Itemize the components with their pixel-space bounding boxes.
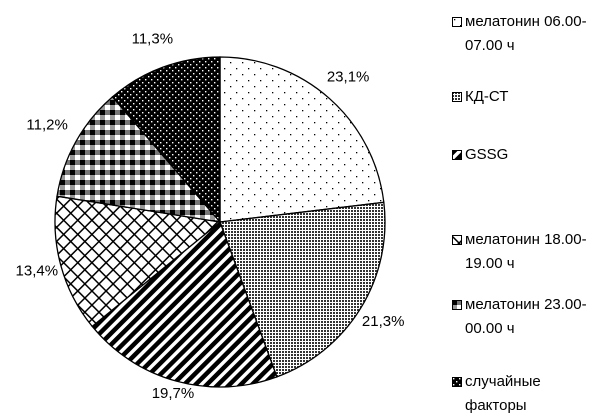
legend-swatch-fill: [452, 92, 462, 102]
data-label: 11,3%: [132, 30, 173, 47]
pie-slice: [56, 95, 222, 223]
legend-label: GSSG: [465, 146, 509, 163]
pie-slice: [219, 56, 385, 223]
legend-item: КД-СТ: [452, 85, 590, 109]
pie-slice: [111, 56, 221, 224]
legend-label: случайные факторы: [465, 373, 541, 414]
legend-swatch-fill: [452, 235, 462, 245]
legend-swatch-fill: [452, 377, 462, 387]
legend-item: случайные факторы: [452, 370, 590, 415]
data-label: 21,3%: [362, 313, 405, 330]
pie-slice: [91, 220, 278, 388]
data-label: 19,7%: [152, 385, 195, 402]
legend-item: GSSG: [452, 143, 590, 167]
data-label: 11,2%: [26, 116, 67, 133]
legend-swatch-fill: [452, 300, 462, 310]
legend-item: мелатонин 23.00-00.00 ч: [452, 293, 590, 341]
legend-swatch: [452, 300, 462, 310]
legend-swatch: [452, 235, 462, 245]
legend-label: КД-СТ: [465, 88, 509, 105]
legend-item: мелатонин 18.00-19.00 ч: [452, 228, 590, 276]
legend-swatch-fill: [452, 150, 462, 160]
legend-swatch: [452, 17, 462, 27]
legend-swatch-fill: [452, 17, 462, 27]
data-label: 13,4%: [16, 262, 59, 279]
legend-label: мелатонин 18.00-19.00 ч: [465, 231, 587, 272]
pie-slice: [54, 195, 222, 328]
data-label: 23,1%: [327, 69, 370, 86]
legend-item: мелатонин 06.00-07.00 ч: [452, 10, 590, 58]
legend-swatch: [452, 150, 462, 160]
legend-label: мелатонин 06.00-07.00 ч: [465, 13, 587, 54]
legend-swatch: [452, 92, 462, 102]
legend-swatch: [452, 377, 462, 387]
legend-label: мелатонин 23.00-00.00 ч: [465, 296, 587, 337]
